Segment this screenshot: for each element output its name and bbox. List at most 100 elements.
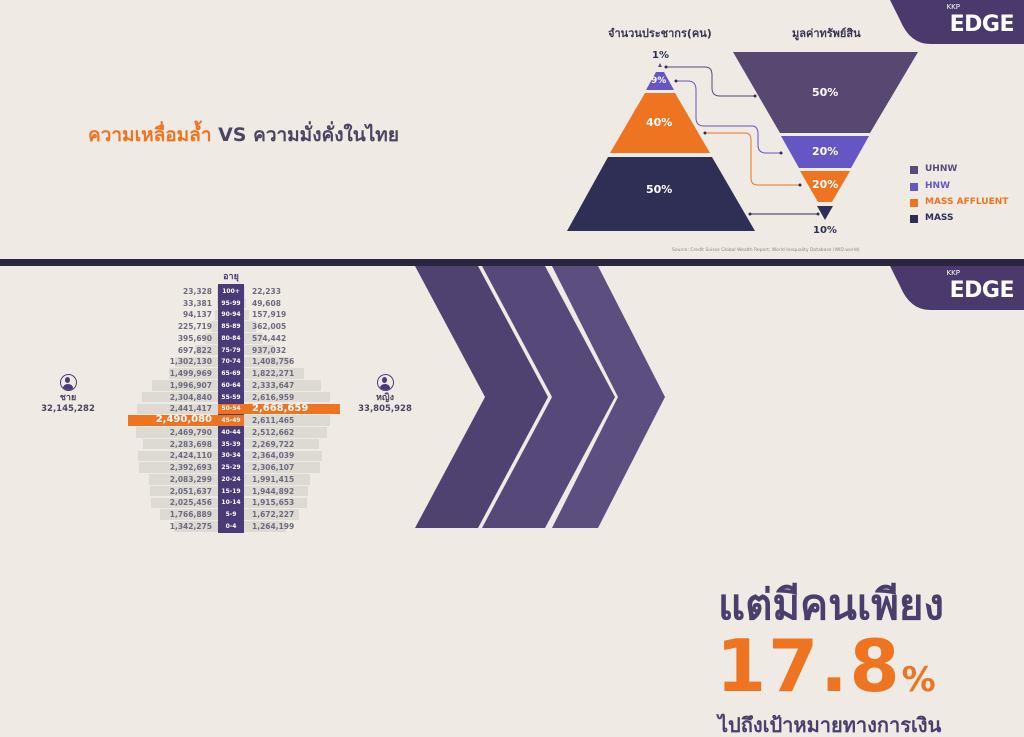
value-right-25-29: 2,306,107 [252, 463, 295, 472]
age-label-60-64: 60-64 [221, 381, 241, 389]
bar-left-40-44 [136, 427, 218, 438]
top-panel: ความเหลื่อมล้ำ VS ความมั่งคั่งในไทย จำนว… [0, 0, 1024, 259]
age-label-100+: 100+ [222, 287, 240, 295]
value-right-80-84: 574,442 [252, 333, 287, 343]
bar-left-55-59 [141, 391, 218, 403]
bar-right-35-39 [244, 438, 319, 450]
bar-left-60-64 [152, 380, 218, 391]
bar-right-55-59 [244, 391, 331, 403]
value-left-100+: 23,328 [183, 286, 212, 296]
value-right-65-69: 1,822,271 [252, 369, 295, 378]
bar-left-100+ [217, 286, 218, 297]
kkp-edge-logo: KKP EDGE [890, 0, 1024, 44]
legend-mass-affluent: MASS AFFLUENT [910, 197, 1008, 208]
value-left-45-49: 2,490,080 [155, 414, 212, 426]
value-right-0-4: 1,264,199 [252, 521, 295, 531]
bar-left-85-89 [210, 321, 218, 332]
label-wealth-mass-affluent: 20% [812, 178, 839, 191]
chevrons [415, 266, 665, 528]
value-left-5-9: 1,766,889 [169, 510, 212, 519]
bar-right-10-14 [244, 497, 308, 508]
bar-left-20-24 [149, 474, 218, 485]
page-title: ความเหลื่อมล้ำ VS ความมั่งคั่งในไทย [88, 120, 399, 150]
bar-left-75-79 [194, 344, 218, 356]
chevron-1 [415, 266, 548, 528]
bar-left-10-14 [151, 497, 218, 508]
age-label-5-9: 5-9 [225, 511, 237, 518]
male-info: ชาย 32,145,282 [28, 374, 108, 414]
bar-right-20-24 [244, 474, 310, 485]
bar-left-25-29 [139, 462, 218, 473]
connector-hnw [676, 80, 781, 154]
value-right-50-54: 2,668,659 [252, 402, 309, 414]
bar-left-45-49 [127, 415, 218, 426]
label-pop-hnw: 9% [651, 76, 667, 86]
value-left-80-84: 395,690 [177, 333, 212, 343]
value-left-50-54: 2,441,417 [169, 404, 212, 414]
age-label-10-14: 10-14 [221, 499, 241, 507]
bar-right-60-64 [244, 380, 321, 391]
value-left-15-19: 2,051,637 [169, 486, 212, 496]
label-wealth-hnw: 20% [812, 145, 839, 158]
funnel-mass [817, 206, 833, 220]
age-label-25-29: 25-29 [221, 464, 241, 471]
value-left-55-59: 2,304,840 [169, 392, 212, 402]
bar-right-80-84 [244, 333, 263, 344]
headline-value: 17.8% [716, 624, 938, 708]
value-left-30-34: 2,424,110 [169, 451, 212, 461]
label-wealth-uhnw: 50% [812, 86, 839, 99]
value-right-45-49: 2,611,465 [252, 416, 295, 425]
legend-mass: MASS [910, 213, 953, 224]
bar-left-50-54 [137, 403, 218, 414]
chevron-2 [482, 266, 615, 528]
age-label-85-89: 85-89 [221, 323, 241, 330]
bar-right-50-54 [244, 403, 341, 414]
wealth-pyramids [567, 52, 918, 231]
value-right-15-19: 1,944,892 [252, 486, 295, 496]
value-left-90-94: 94,137 [183, 310, 212, 320]
bar-right-45-49 [244, 415, 331, 426]
value-left-10-14: 2,025,456 [169, 498, 212, 508]
age-label-55-59: 55-59 [221, 393, 241, 401]
age-label-35-39: 35-39 [221, 440, 241, 448]
connector-uhnw [666, 66, 755, 97]
age-label-30-34: 30-34 [221, 452, 241, 460]
source-note: Source: Credit Suisse Global Wealth Repo… [672, 248, 860, 253]
bar-left-30-34 [138, 450, 218, 461]
value-left-95-99: 33,381 [183, 298, 212, 308]
bar-right-0-4 [244, 521, 286, 532]
connector-mass-affluent [705, 132, 800, 186]
bar-left-15-19 [150, 485, 218, 497]
bar-left-0-4 [173, 521, 218, 532]
value-left-75-79: 697,822 [177, 345, 212, 355]
bar-left-95-99 [216, 297, 218, 309]
bar-left-35-39 [142, 438, 218, 450]
female-total: 33,805,928 [358, 404, 412, 414]
age-label-20-24: 20-24 [221, 475, 241, 483]
bar-left-90-94 [214, 309, 218, 320]
bottom-panel: KKP EDGE 23,328 22,233 100+ 33,381 49,608 95-… [0, 266, 1024, 736]
male-label: ชาย [59, 393, 77, 403]
bar-left-5-9 [159, 509, 218, 520]
age-label-80-84: 80-84 [221, 334, 241, 342]
wealth-header: มูลค่าทรัพย์สิน [792, 27, 861, 40]
age-label-0-4: 0-4 [225, 522, 237, 530]
value-left-35-39: 2,283,698 [169, 439, 212, 449]
kkp-edge-logo-bottom: KKP EDGE [890, 266, 1024, 310]
person-icon [376, 374, 394, 391]
bar-right-5-9 [244, 509, 300, 520]
value-left-20-24: 2,083,299 [169, 474, 212, 484]
female-label: หญิง [376, 393, 394, 403]
age-highlight [218, 415, 244, 426]
bar-right-85-89 [244, 321, 256, 332]
age-label-40-44: 40-44 [221, 428, 241, 436]
age-highlight [218, 403, 244, 414]
age-label-75-79: 75-79 [221, 346, 241, 354]
headline-line1: แต่มีคนเพียง [718, 580, 944, 629]
value-right-20-24: 1,991,415 [252, 474, 295, 484]
value-right-55-59: 2,616,959 [252, 392, 295, 402]
value-left-70-74: 1,302,130 [169, 357, 212, 367]
bar-left-80-84 [204, 333, 218, 344]
bar-right-75-79 [244, 344, 275, 356]
label-pop-mass-affluent: 40% [646, 116, 673, 129]
